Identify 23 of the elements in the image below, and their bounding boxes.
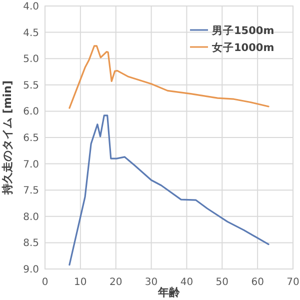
x-tick-label: 0 <box>42 277 48 288</box>
y-tick-label: 5.5 <box>23 80 39 92</box>
y-tick-label: 4.0 <box>23 2 39 12</box>
y-tick-label: 7.0 <box>23 159 39 170</box>
y-tick-label: 8.5 <box>23 238 39 250</box>
y-tick-label: 9.0 <box>23 264 39 276</box>
x-axis-title: 年齢 <box>157 286 181 299</box>
y-tick-label: 5.0 <box>23 54 39 66</box>
x-tick-label: 40 <box>180 277 194 288</box>
y-tick-label: 6.5 <box>23 133 39 144</box>
x-tick-label: 20 <box>109 277 122 288</box>
y-tick-label: 4.5 <box>23 28 39 39</box>
y-tick-label: 6.0 <box>23 106 39 118</box>
x-tick-label: 30 <box>144 277 158 288</box>
y-tick-label: 8.0 <box>23 212 39 223</box>
y-tick-label: 7.5 <box>23 186 39 197</box>
y-axis-title: 持久走のタイム [min] <box>1 80 14 196</box>
x-tick-label: 60 <box>251 277 264 288</box>
x-tick-label: 10 <box>74 277 87 288</box>
legend-label: 男子1500m <box>211 25 274 37</box>
x-tick-label: 50 <box>216 277 229 288</box>
x-tick-label: 70 <box>286 277 300 288</box>
legend-label: 女子1000m <box>211 41 274 54</box>
